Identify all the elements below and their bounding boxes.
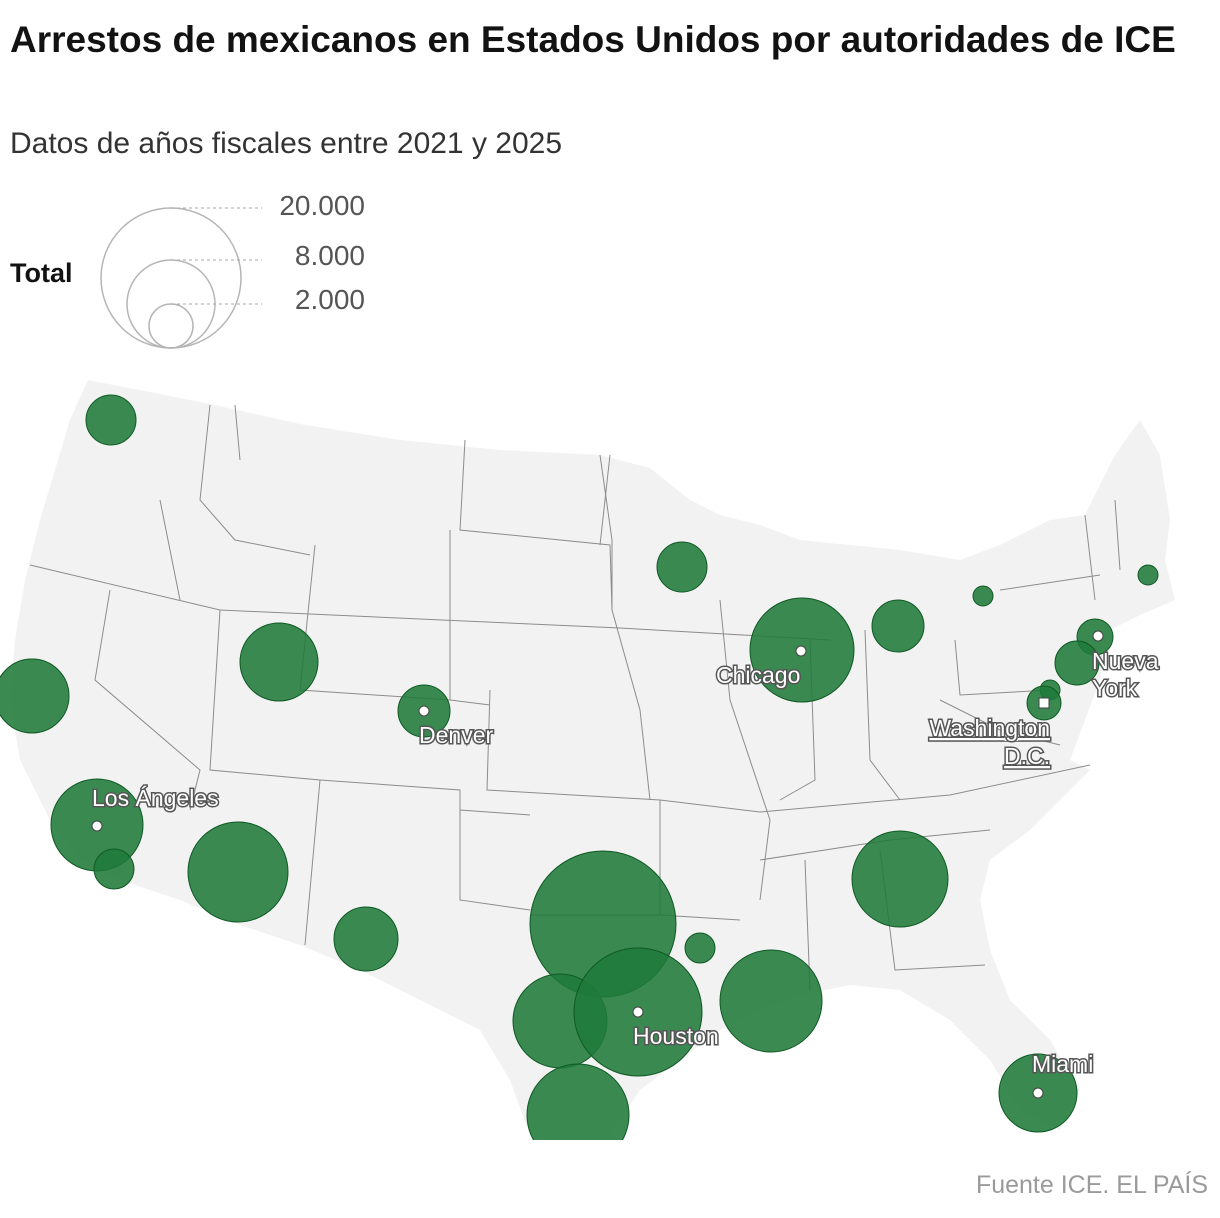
bubble-detroit [871, 599, 925, 653]
marker-denver [418, 705, 430, 717]
legend-value-medium: 8.000 [294, 240, 365, 271]
bubble-phoenix [187, 821, 289, 923]
legend-value-large: 20.000 [279, 190, 365, 221]
chart-title: Arrestos de mexicanos en Estados Unidos … [10, 19, 1176, 60]
label-nueva-york-line2: York [1092, 675, 1138, 701]
legend-circle-small [148, 303, 194, 349]
city-markers [91, 630, 1104, 1099]
marker-washington [1038, 697, 1050, 709]
label-denver: Denver [419, 722, 493, 748]
us-map: Chicago Nueva York Washington D.C. Denve… [0, 380, 1175, 1140]
bubble-seattle [85, 394, 137, 446]
chart-subtitle: Datos de años fiscales entre 2021 y 2025 [10, 127, 563, 160]
label-miami: Miami [1032, 1051, 1093, 1077]
label-houston: Houston [633, 1023, 719, 1049]
bubble-northern-california [0, 658, 70, 734]
bubble-newark [1054, 640, 1100, 686]
bubble-harlingen [526, 1063, 630, 1140]
label-chicago: Chicago [716, 662, 800, 688]
label-los-angeles: Los Ángeles [92, 785, 219, 811]
label-washington-line2: D.C. [1004, 743, 1050, 769]
bubble-salt-lake-city [239, 622, 319, 702]
label-nueva-york-line1: Nueva [1092, 648, 1159, 674]
bubble-new-orleans [719, 949, 823, 1053]
legend-label: Total [10, 258, 73, 288]
label-washington-line1: Washington [929, 715, 1050, 741]
marker-new-york [1092, 630, 1104, 642]
marker-los-angeles [91, 820, 103, 832]
bubbles [0, 394, 1159, 1140]
bubble-buffalo [972, 585, 994, 607]
bubble-san-diego [93, 848, 135, 890]
bubble-atlanta [851, 830, 949, 928]
marker-miami [1032, 1087, 1044, 1099]
bubble-saint-paul [656, 541, 708, 593]
bubble-el-paso [333, 906, 399, 972]
bubble-new-orleans-area [684, 932, 716, 964]
bubble-boston [1137, 564, 1159, 586]
legend-circles [100, 207, 262, 349]
marker-chicago [795, 645, 807, 657]
city-labels: Chicago Nueva York Washington D.C. Denve… [91, 647, 1161, 1079]
marker-houston [632, 1006, 644, 1018]
legend-value-small: 2.000 [294, 284, 365, 315]
us-landmass [10, 380, 1175, 1135]
legend-circle-large [100, 207, 242, 349]
source-credit: Fuente ICE. EL PAÍS [975, 1171, 1208, 1199]
